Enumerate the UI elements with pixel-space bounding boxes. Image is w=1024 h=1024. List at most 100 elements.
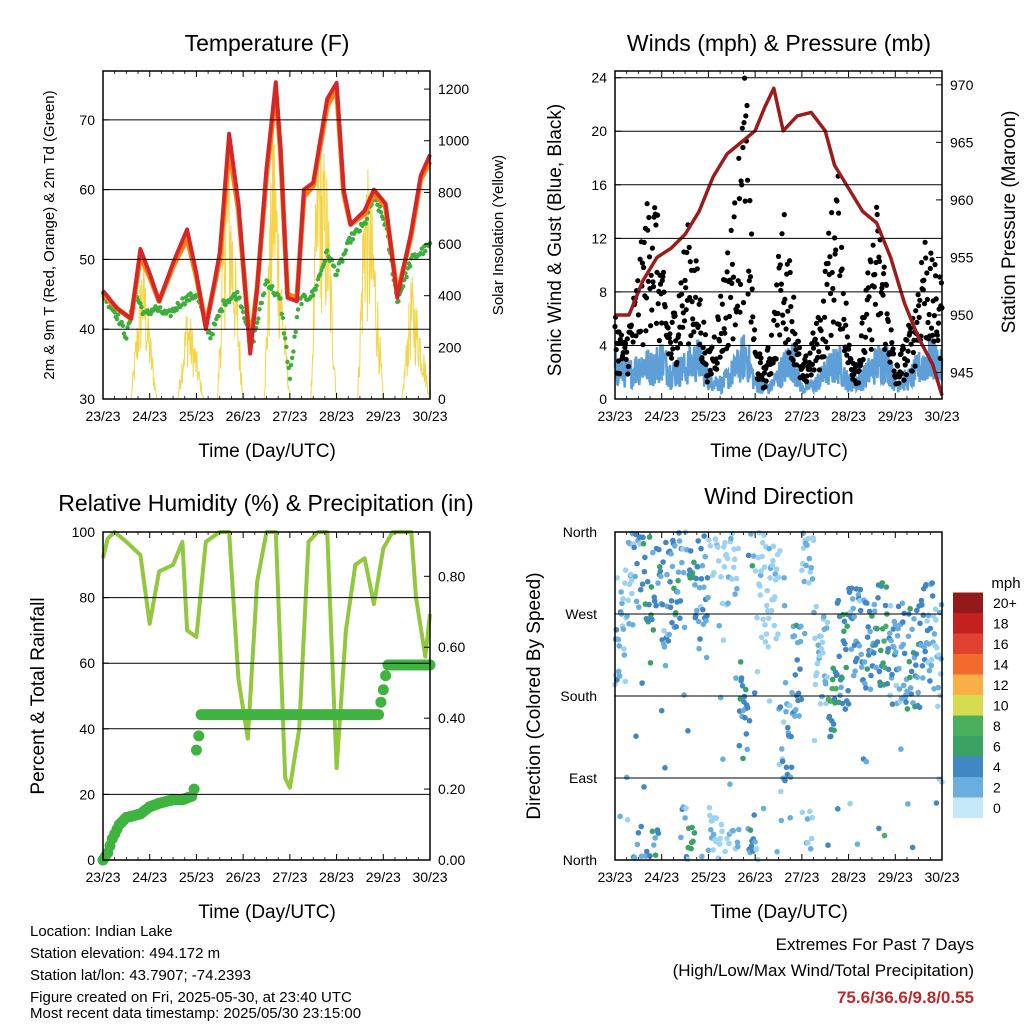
gust-point [777,262,783,268]
direction-point [831,727,837,733]
gust-point [650,284,657,290]
dewpoint-point [168,313,173,319]
speed-legend-swatch [953,613,983,634]
direction-point [925,612,932,619]
info-created: Figure created on Fri, 2025-05-30, at 23… [30,989,352,1006]
gust-point [641,264,647,271]
gust-point [735,303,741,309]
direction-point [798,623,804,630]
gust-point [617,371,623,377]
direction-point [753,846,760,852]
gust-point [741,120,747,126]
gust-point [715,316,722,323]
x-tick-label: 28/23 [319,408,354,424]
direction-point [628,577,635,584]
gust-point [645,278,651,284]
direction-point [905,801,911,807]
direction-point [625,597,631,604]
gust-point [702,332,709,338]
direction-x-ticks: 23/23 24/23 25/23 26/23 27/23 28/23 29/23 30/23 [597,532,960,885]
direction-point [863,758,870,765]
gust-point [660,269,667,275]
x-tick-label: 29/23 [878,869,913,885]
gust-point [714,366,720,372]
direction-point [636,604,642,610]
gust-point [812,336,818,342]
direction-point [788,764,795,771]
gust-point [771,317,777,323]
gust-point [931,338,937,344]
direction-point [849,585,855,592]
direction-point [850,605,856,612]
gust-point [683,307,689,313]
gust-point [780,320,786,326]
direction-point [852,668,858,674]
direction-point [742,714,748,721]
gust-point [817,317,824,323]
gust-point [736,196,743,202]
gust-point [680,324,686,330]
direction-point [672,543,678,549]
y-tick-label: 200 [438,339,462,355]
dewpoint-point [257,307,262,312]
direction-point [622,580,628,586]
y-tick-label: 800 [438,184,462,200]
wind-pressure-panel: Winds (mph) & Pressure (mb) 04812162024 … [545,30,1020,462]
gust-point [820,298,827,304]
dewpoint-point [314,283,319,288]
direction-point [818,633,824,639]
y-tick-label: 20 [79,786,95,802]
gust-point [890,351,897,357]
direction-point [932,606,939,612]
direction-point [918,597,925,604]
dewpoint-point [335,268,340,273]
direction-point [797,666,803,672]
direction-point [647,853,653,859]
gust-point [751,336,757,342]
direction-point [748,843,755,849]
temperature-left-label: 2m & 9m T (Red, Orange) & 2m Td (Green) [41,90,58,379]
direction-point [690,838,696,845]
direction-point [811,737,818,744]
gust-point [907,330,913,336]
direction-point [884,681,891,687]
gust-point [816,367,823,373]
direction-point [614,575,621,581]
y-tick-label: 965 [950,134,974,150]
direction-point [766,698,773,704]
x-tick-label: 25/23 [179,869,214,885]
dewpoint-point [182,302,187,307]
direction-point [799,809,806,816]
gust-point [681,318,688,324]
direction-point [718,821,725,828]
direction-point [799,567,805,574]
gust-point [832,251,838,257]
sonic-wind-line [613,334,944,396]
dewpoint-point [423,249,428,254]
info-recent: Most recent data timestamp: 2025/05/30 2… [30,1005,362,1022]
direction-point [640,534,646,541]
direction-point [667,579,673,585]
gust-point [630,339,636,345]
dewpoint-point [295,307,301,312]
gust-point [693,294,699,300]
direction-point [881,832,888,839]
gust-point [868,259,874,265]
direction-point [721,564,728,570]
gust-point [696,301,702,307]
direction-point [806,555,813,562]
direction-point [705,847,712,854]
gust-point [888,327,894,333]
y-tick-label: 0.20 [438,781,465,797]
direction-point [826,713,833,720]
dewpoint-point [158,305,163,310]
direction-point [935,684,942,691]
gust-point [755,371,761,377]
direction-point [815,642,821,648]
y-tick-label: 80 [79,590,95,606]
speed-legend-label: 14 [993,656,1009,672]
direction-point [828,733,834,740]
gust-point [691,329,697,335]
gust-point [779,231,785,237]
gust-point [646,254,653,260]
